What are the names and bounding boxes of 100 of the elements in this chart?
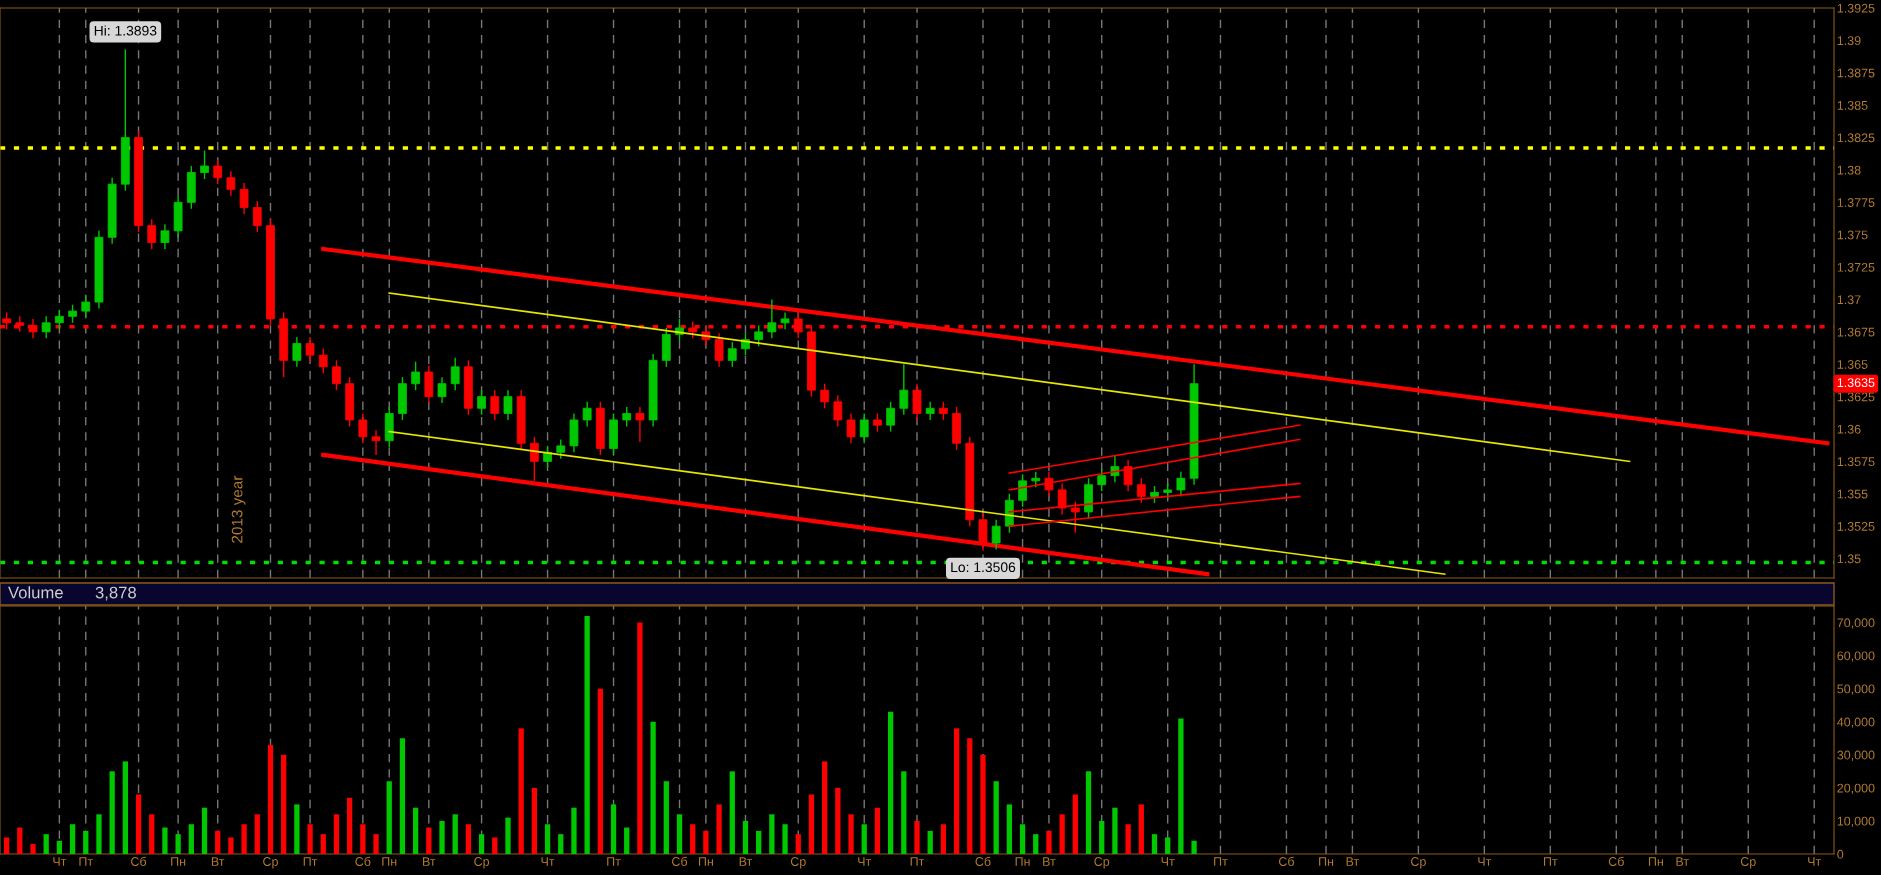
- chart-title: Volume: [8, 586, 63, 599]
- candlestick: [503, 389, 513, 421]
- bar: [967, 738, 973, 854]
- bar: [1125, 824, 1131, 854]
- candlestick: [213, 158, 223, 185]
- bar: [452, 814, 458, 854]
- bar: [874, 807, 881, 854]
- bar: [901, 771, 907, 854]
- bar: [149, 814, 155, 854]
- y-tick-label: 1.355: [1837, 489, 1868, 499]
- candlestick: [767, 298, 777, 340]
- bar: [1178, 718, 1184, 854]
- bar: [201, 807, 208, 854]
- candlestick: [160, 223, 170, 250]
- bar: [848, 814, 854, 854]
- candlestick: [582, 401, 592, 428]
- candlestick: [912, 382, 922, 421]
- bar: [412, 807, 419, 854]
- candlestick: [305, 336, 315, 363]
- x-tick-label: Чт: [53, 857, 67, 866]
- x-tick-label: Сб: [355, 856, 371, 866]
- bar: [439, 820, 445, 854]
- bar: [914, 820, 920, 854]
- candlestick: [81, 294, 91, 319]
- x-tick-label: Чт: [1808, 857, 1822, 866]
- y-tick-label: 1.3825: [1837, 133, 1875, 143]
- y-tick-label: 1.3875: [1837, 68, 1875, 78]
- bar: [1072, 794, 1078, 854]
- x-tick-label: Пн: [1648, 857, 1663, 866]
- y-tick-label: 20,000: [1837, 783, 1875, 794]
- y-tick-label: 1.36: [1837, 424, 1861, 434]
- bar: [1059, 814, 1065, 854]
- bar: [729, 771, 735, 854]
- bar: [267, 744, 274, 854]
- bar: [1112, 807, 1118, 854]
- bar: [122, 761, 128, 854]
- x-tick-label: Ср: [1094, 857, 1110, 869]
- bar: [887, 711, 894, 854]
- bar: [215, 830, 221, 854]
- bar: [465, 824, 472, 854]
- bar: [927, 830, 933, 854]
- candlestick: [556, 438, 566, 460]
- x-tick-label: Ср: [263, 857, 278, 869]
- candlestick: [833, 394, 843, 428]
- bar: [637, 622, 643, 854]
- bar: [1033, 834, 1039, 854]
- bar: [808, 794, 815, 854]
- candlestick: [147, 218, 157, 250]
- bar: [307, 824, 313, 854]
- bar: [558, 834, 564, 854]
- y-tick-label: 1.3675: [1837, 327, 1875, 337]
- x-tick-label: Ср: [790, 857, 806, 869]
- candlestick: [226, 170, 236, 197]
- y-tick-label: 0: [1837, 849, 1844, 859]
- bar: [1099, 820, 1105, 854]
- y-tick-label: 1.385: [1837, 100, 1868, 110]
- x-tick-label: Вт: [1043, 857, 1056, 866]
- x-tick-label: Сб: [1278, 856, 1295, 866]
- bar: [1165, 837, 1171, 854]
- bar: [426, 827, 432, 854]
- bar: [241, 824, 247, 854]
- x-tick-label: Пт: [303, 857, 318, 866]
- text: 1.3635: [1837, 378, 1875, 388]
- y-tick-label: 1.3625: [1837, 392, 1875, 402]
- text: 3,878: [95, 586, 136, 601]
- bar: [861, 824, 867, 854]
- candlestick: [358, 412, 368, 444]
- candlestick: [239, 182, 249, 215]
- x-tick-label: Ср: [1740, 857, 1756, 869]
- bar: [769, 814, 775, 854]
- bar: [782, 824, 788, 854]
- bar: [584, 615, 590, 854]
- candlestick: [28, 318, 38, 340]
- bar: [980, 754, 986, 854]
- bar: [703, 830, 709, 854]
- annotation: Hi: 1.3893: [94, 25, 157, 36]
- bar: [281, 754, 287, 854]
- bar: [1191, 840, 1197, 854]
- y-tick-label: 30,000: [1837, 750, 1875, 761]
- y-tick-label: 1.365: [1837, 360, 1868, 369]
- annotation: Lo: 1.3506: [951, 562, 1016, 573]
- candlestick: [41, 315, 51, 340]
- candlestick: [727, 341, 737, 368]
- x-tick-label: Чт: [858, 857, 872, 866]
- bar: [109, 771, 115, 854]
- y-tick-label: 60,000: [1837, 651, 1875, 662]
- x-tick-label: Пн: [1015, 857, 1030, 866]
- bar: [1138, 804, 1144, 854]
- bar: [478, 834, 485, 854]
- x-tick-label: Пн: [382, 857, 397, 866]
- bar: [953, 728, 960, 854]
- bar: [544, 824, 551, 854]
- bar: [175, 834, 181, 854]
- bar: [650, 721, 656, 854]
- bar: [347, 797, 353, 854]
- candlestick: [68, 303, 77, 324]
- bar: [531, 787, 538, 854]
- candlestick: [886, 401, 895, 433]
- candlestick: [332, 359, 341, 391]
- bar: [1046, 830, 1052, 854]
